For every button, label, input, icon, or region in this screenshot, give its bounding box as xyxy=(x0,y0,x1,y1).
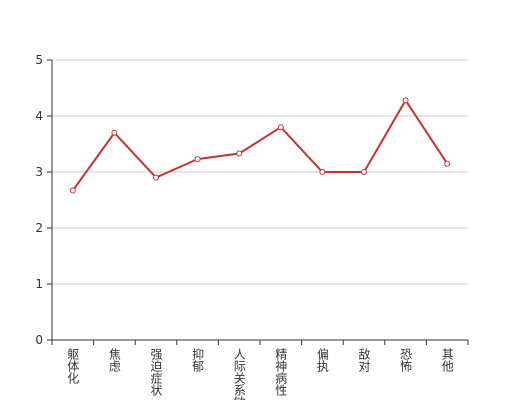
x-tick-label: 精神病性 xyxy=(274,348,288,397)
point xyxy=(361,169,367,175)
point xyxy=(319,169,326,175)
x-tick-label: 其他 xyxy=(440,348,454,372)
point xyxy=(153,174,159,181)
series-line xyxy=(71,98,449,192)
x-tick-label: 躯体化 xyxy=(66,347,80,385)
point xyxy=(111,129,118,136)
x-tick-label: 焦虑 xyxy=(107,348,121,372)
y-tick-label: 1 xyxy=(35,277,43,291)
x-tick-label: 强迫症状 xyxy=(149,348,163,396)
x-tick-label: 偏执 xyxy=(315,347,329,373)
y-tick-label: 2 xyxy=(35,221,43,235)
y-tick-label: 3 xyxy=(35,165,43,179)
point xyxy=(402,97,409,104)
y-tick-label: 0 xyxy=(35,333,43,347)
y-tick-label: 5 xyxy=(35,53,43,67)
point xyxy=(194,156,201,163)
x-tick-label: 敌对 xyxy=(357,347,371,372)
point xyxy=(277,124,284,131)
x-tick-label: 人际关系敏感 xyxy=(232,348,246,400)
y-tick-label: 4 xyxy=(35,109,43,123)
x-tick-label: 抑郁 xyxy=(191,347,205,373)
point xyxy=(69,187,76,194)
x-tick-label: 恐怖 xyxy=(399,348,413,372)
point xyxy=(236,150,243,157)
point xyxy=(444,160,451,167)
